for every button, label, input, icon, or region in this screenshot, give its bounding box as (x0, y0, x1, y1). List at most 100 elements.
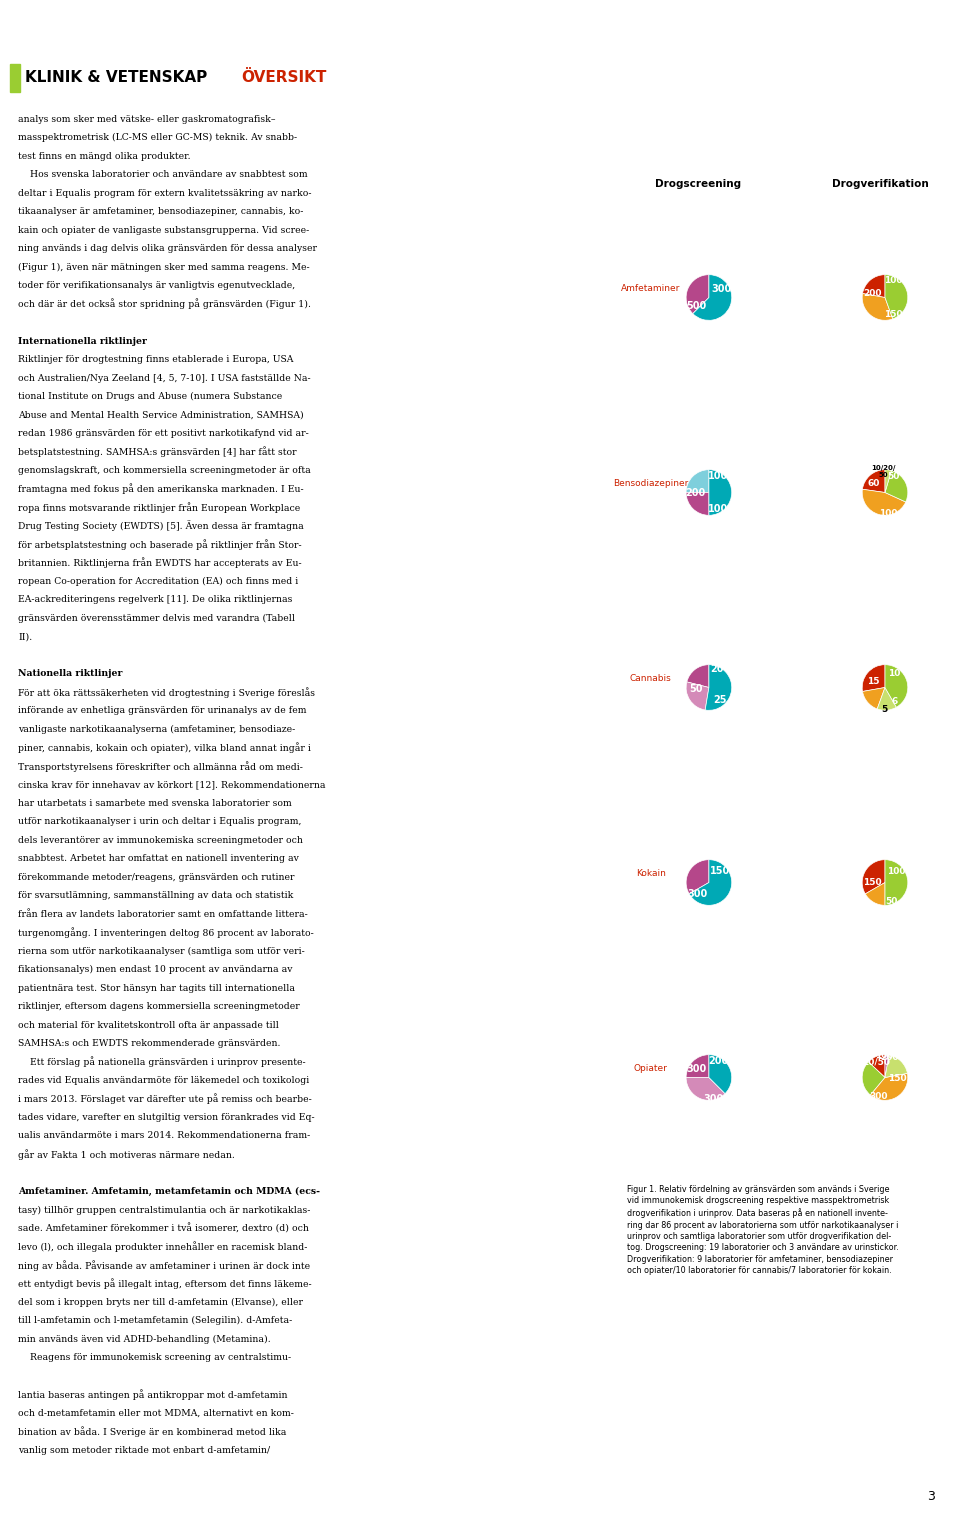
Text: 200: 200 (685, 487, 706, 498)
Text: britannien. Riktlinjerna från EWDTS har accepterats av Eu-: britannien. Riktlinjerna från EWDTS har … (18, 557, 301, 568)
Text: redan 1986 gränsvärden för ett positivt narkotikafynd vid ar-: redan 1986 gränsvärden för ett positivt … (18, 430, 309, 439)
Text: vanligaste narkotikaanalyserna (amfetaminer, bensodiaze-: vanligaste narkotikaanalyserna (amfetami… (18, 724, 296, 733)
Text: ropean Co-operation for Accreditation (EA) och finns med i: ropean Co-operation for Accreditation (E… (18, 577, 299, 586)
Text: 60: 60 (868, 480, 879, 487)
Text: Bensodiazepiner: Bensodiazepiner (613, 480, 688, 489)
Text: 100: 100 (875, 1052, 893, 1061)
Text: Hos svenska laboratorier och användare av snabbtest som: Hos svenska laboratorier och användare a… (18, 170, 307, 179)
Text: bination av båda. I Sverige är en kombinerad metod lika: bination av båda. I Sverige är en kombin… (18, 1427, 286, 1438)
Wedge shape (686, 859, 708, 894)
Text: kain och opiater de vanligaste substansgrupperna. Vid scree-: kain och opiater de vanligaste substansg… (18, 226, 309, 235)
Wedge shape (862, 688, 885, 709)
Text: ÖVERSIKT: ÖVERSIKT (242, 70, 327, 85)
Text: EA-ackrediteringens regelverk [11]. De olika riktlinjernas: EA-ackrediteringens regelverk [11]. De o… (18, 595, 293, 604)
Text: 200: 200 (863, 290, 882, 298)
Text: För att öka rättssäkerheten vid drogtestning i Sverige föreslås: För att öka rättssäkerheten vid drogtest… (18, 688, 315, 698)
Text: test finns en mängd olika produkter.: test finns en mängd olika produkter. (18, 152, 191, 161)
Text: 150: 150 (888, 1075, 907, 1084)
Text: betsplatstestning. SAMHSA:s gränsvärden [4] har fått stor: betsplatstestning. SAMHSA:s gränsvärden … (18, 446, 297, 457)
Text: 20: 20 (710, 665, 724, 674)
Wedge shape (862, 859, 885, 894)
Text: Riktlinjer för drogtestning finns etablerade i Europa, USA: Riktlinjer för drogtestning finns etable… (18, 355, 294, 364)
Text: tional Institute on Drugs and Abuse (numera Substance: tional Institute on Drugs and Abuse (num… (18, 392, 282, 401)
Text: går av Fakta 1 och motiveras närmare nedan.: går av Fakta 1 och motiveras närmare ned… (18, 1149, 235, 1160)
Text: 300: 300 (870, 1091, 888, 1101)
Text: levo (l), och illegala produkter innehåller en racemisk bland-: levo (l), och illegala produkter innehål… (18, 1242, 307, 1252)
Text: 100: 100 (708, 504, 729, 513)
Text: Cannabis: Cannabis (630, 674, 672, 683)
Wedge shape (862, 665, 885, 692)
Text: 100: 100 (708, 472, 729, 481)
Text: 100: 100 (887, 867, 905, 876)
Text: rades vid Equalis användarmöte för läkemedel och toxikologi: rades vid Equalis användarmöte för läkem… (18, 1076, 309, 1085)
Text: 300: 300 (711, 284, 732, 294)
Wedge shape (686, 665, 708, 688)
Text: ning av båda. Påvisande av amfetaminer i urinen är dock inte: ning av båda. Påvisande av amfetaminer i… (18, 1260, 310, 1271)
Text: 10: 10 (888, 669, 900, 679)
Text: från flera av landets laboratorier samt en omfattande littera-: från flera av landets laboratorier samt … (18, 909, 308, 918)
Text: del som i kroppen bryts ner till d-amfetamin (Elvanse), eller: del som i kroppen bryts ner till d-amfet… (18, 1298, 303, 1307)
Text: dels leverantörer av immunokemiska screeningmetoder och: dels leverantörer av immunokemiska scree… (18, 836, 302, 844)
Text: Amfetaminer: Amfetaminer (621, 284, 681, 293)
Text: och material för kvalitetskontroll ofta är anpassade till: och material för kvalitetskontroll ofta … (18, 1020, 278, 1029)
Text: 3: 3 (927, 1491, 935, 1503)
Wedge shape (885, 1055, 907, 1078)
Text: 200: 200 (708, 1057, 729, 1066)
Text: Ett förslag på nationella gränsvärden i urinprov presente-: Ett förslag på nationella gränsvärden i … (18, 1057, 305, 1067)
Text: Abuse and Mental Health Service Administration, SAMHSA): Abuse and Mental Health Service Administ… (18, 410, 303, 419)
Text: masspektrometrisk (LC-MS eller GC-MS) teknik. Av snabb-: masspektrometrisk (LC-MS eller GC-MS) te… (18, 134, 298, 143)
Text: har utarbetats i samarbete med svenska laboratorier som: har utarbetats i samarbete med svenska l… (18, 798, 292, 808)
Wedge shape (885, 665, 908, 707)
Wedge shape (869, 1055, 885, 1078)
Text: förekommande metoder/reagens, gränsvärden och rutiner: förekommande metoder/reagens, gränsvärde… (18, 873, 295, 882)
Wedge shape (862, 275, 885, 298)
Text: i mars 2013. Förslaget var därefter ute på remiss och bearbe-: i mars 2013. Förslaget var därefter ute … (18, 1093, 312, 1105)
Text: toder för verifikationsanalys är vanligtvis egenutvecklade,: toder för verifikationsanalys är vanligt… (18, 281, 295, 290)
Text: för svarsutlämning, sammanställning av data och statistik: för svarsutlämning, sammanställning av d… (18, 891, 294, 900)
Wedge shape (885, 1055, 889, 1078)
Text: Nationella riktlinjer: Nationella riktlinjer (18, 669, 122, 679)
Wedge shape (865, 882, 885, 905)
Text: 100: 100 (879, 509, 898, 518)
Text: II).: II). (18, 633, 33, 642)
Text: 25: 25 (713, 695, 727, 704)
Text: och d-metamfetamin eller mot MDMA, alternativt en kom-: och d-metamfetamin eller mot MDMA, alter… (18, 1409, 294, 1418)
Text: Internationella riktlinjer: Internationella riktlinjer (18, 337, 147, 346)
Text: Drug Testing Society (EWDTS) [5]. Även dessa är framtagna: Drug Testing Society (EWDTS) [5]. Även d… (18, 521, 303, 531)
Wedge shape (686, 1055, 708, 1078)
Wedge shape (708, 469, 732, 515)
Text: Drogverifikation: Drogverifikation (831, 179, 928, 190)
Text: tasy) tillhör gruppen centralstimulantia och är narkotikaklas-: tasy) tillhör gruppen centralstimulantia… (18, 1205, 310, 1214)
Bar (10, 64, 20, 91)
Wedge shape (686, 492, 708, 515)
Text: sade. Amfetaminer förekommer i två isomerer, dextro (d) och: sade. Amfetaminer förekommer i två isome… (18, 1224, 309, 1234)
Text: ett entydigt bevis på illegalt intag, eftersom det finns läkeme-: ett entydigt bevis på illegalt intag, ef… (18, 1278, 312, 1289)
Wedge shape (862, 489, 905, 515)
Text: deltar i Equalis program för extern kvalitetssäkring av narko-: deltar i Equalis program för extern kval… (18, 188, 311, 197)
Text: 15: 15 (867, 677, 879, 686)
Text: och Australien/Nya Zeeland [4, 5, 7-10]. I USA fastställde Na-: och Australien/Nya Zeeland [4, 5, 7-10].… (18, 373, 311, 383)
Text: cinska krav för innehavav av körkort [12]. Rekommendationerna: cinska krav för innehavav av körkort [12… (18, 780, 325, 789)
Text: 150: 150 (710, 867, 731, 876)
Text: ning används i dag delvis olika gränsvärden för dessa analyser: ning används i dag delvis olika gränsvär… (18, 244, 317, 254)
Wedge shape (706, 665, 732, 710)
Text: SAMHSA:s och EWDTS rekommenderade gränsvärden.: SAMHSA:s och EWDTS rekommenderade gränsv… (18, 1038, 280, 1047)
Text: 6: 6 (892, 697, 898, 706)
Wedge shape (862, 1063, 885, 1094)
Text: 20/50: 20/50 (862, 1058, 890, 1067)
Wedge shape (885, 859, 908, 905)
Text: fikationsanalys) men endast 10 procent av användarna av: fikationsanalys) men endast 10 procent a… (18, 965, 293, 975)
Text: rierna som utför narkotikaanalyser (samtliga som utför veri-: rierna som utför narkotikaanalyser (samt… (18, 947, 304, 956)
Text: 150: 150 (863, 877, 882, 887)
Text: införande av enhetliga gränsvärden för urinanalys av de fem: införande av enhetliga gränsvärden för u… (18, 706, 306, 715)
Text: patientnära test. Stor hänsyn har tagits till internationella: patientnära test. Stor hänsyn har tagits… (18, 984, 295, 993)
Text: snabbtest. Arbetet har omfattat en nationell inventering av: snabbtest. Arbetet har omfattat en natio… (18, 855, 299, 864)
Text: min används även vid ADHD-behandling (Metamina).: min används även vid ADHD-behandling (Me… (18, 1334, 271, 1343)
Wedge shape (877, 688, 897, 710)
Text: gränsvärden överensstämmer delvis med varandra (Tabell: gränsvärden överensstämmer delvis med va… (18, 613, 295, 622)
Wedge shape (686, 682, 708, 710)
Text: Transportstyrelsens föreskrifter och allmänna råd om medi-: Transportstyrelsens föreskrifter och all… (18, 761, 302, 771)
Text: riktlinjer, eftersom dagens kommersiella screeningmetoder: riktlinjer, eftersom dagens kommersiella… (18, 1002, 300, 1011)
Text: utför narkotikaanalyser i urin och deltar i Equalis program,: utför narkotikaanalyser i urin och delta… (18, 817, 301, 826)
Text: för arbetsplatstestning och baserade på riktlinjer från Stor-: för arbetsplatstestning och baserade på … (18, 539, 301, 550)
